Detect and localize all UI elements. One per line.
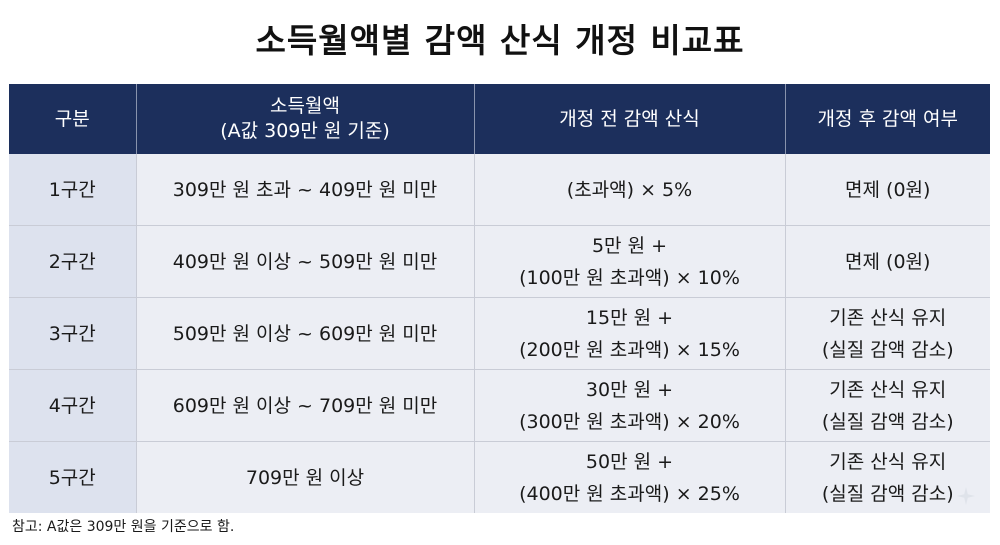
tier-cell: 1구간 [9, 154, 137, 226]
cell-line: (실질 감액 감소) [821, 410, 954, 433]
range-cell: 509만 원 이상 ~ 609만 원 미만 [136, 297, 475, 370]
cell-line: 15만 원 + [585, 306, 674, 329]
before-cell: 15만 원 + (200만 원 초과액) × 15% [474, 297, 786, 370]
table-row: 1구간 309만 원 초과 ~ 409만 원 미만 (초과액) × 5% 면제 … [9, 154, 990, 226]
range-cell: 409만 원 이상 ~ 509만 원 미만 [136, 225, 475, 298]
footnote: 참고: A값은 309만 원을 기준으로 함. [12, 519, 235, 535]
table-row: 2구간 409만 원 이상 ~ 509만 원 미만 5만 원 + (100만 원… [9, 225, 990, 298]
cell-line: 면제 (0원) [845, 178, 931, 201]
cell-line: (200만 원 초과액) × 15% [519, 338, 740, 361]
cell-line: (300만 원 초과액) × 20% [519, 410, 740, 433]
table-row: 4구간 609만 원 이상 ~ 709만 원 미만 30만 원 + (300만 … [9, 369, 990, 442]
after-cell: 기존 산식 유지 (실질 감액 감소) [785, 441, 990, 513]
header-income: 소득월액 (A값 309만 원 기준) [136, 84, 475, 154]
header-line: 소득월액 [270, 95, 340, 117]
cell-line: (초과액) × 5% [566, 178, 693, 201]
range-cell: 609만 원 이상 ~ 709만 원 미만 [136, 369, 475, 442]
sparkle-icon [957, 487, 975, 505]
table-header-row: 구분 소득월액 (A값 309만 원 기준) 개정 전 감액 산식 개정 후 감… [9, 84, 990, 154]
header-before: 개정 전 감액 산식 [474, 84, 786, 154]
tier-cell: 4구간 [9, 369, 137, 442]
before-cell: 5만 원 + (100만 원 초과액) × 10% [474, 225, 786, 298]
range-cell: 309만 원 초과 ~ 409만 원 미만 [136, 154, 475, 226]
cell-line: 5만 원 + [591, 234, 668, 257]
header-after: 개정 후 감액 여부 [785, 84, 990, 154]
header-line: (A값 309만 원 기준) [220, 120, 390, 142]
table-row: 3구간 509만 원 이상 ~ 609만 원 미만 15만 원 + (200만 … [9, 297, 990, 370]
cell-line: (100만 원 초과액) × 10% [519, 266, 740, 289]
cell-line: 50만 원 + [585, 450, 674, 473]
after-cell: 기존 산식 유지 (실질 감액 감소) [785, 369, 990, 442]
cell-line: (실질 감액 감소) [821, 482, 954, 505]
header-line: 구분 [54, 107, 90, 130]
after-cell: 기존 산식 유지 (실질 감액 감소) [785, 297, 990, 370]
after-cell: 면제 (0원) [785, 154, 990, 226]
tier-cell: 3구간 [9, 297, 137, 370]
header-line: 개정 후 감액 여부 [817, 107, 958, 130]
comparison-table: 구분 소득월액 (A값 309만 원 기준) 개정 전 감액 산식 개정 후 감… [9, 84, 990, 513]
cell-line: 기존 산식 유지 [829, 450, 947, 473]
header-tier: 구분 [9, 84, 137, 154]
before-cell: 30만 원 + (300만 원 초과액) × 20% [474, 369, 786, 442]
cell-line: 기존 산식 유지 [829, 378, 947, 401]
cell-line: (400만 원 초과액) × 25% [519, 482, 740, 505]
table-row: 5구간 709만 원 이상 50만 원 + (400만 원 초과액) × 25%… [9, 441, 990, 513]
header-line: 개정 전 감액 산식 [559, 107, 700, 130]
after-cell: 면제 (0원) [785, 225, 990, 298]
tier-cell: 5구간 [9, 441, 137, 513]
page-title: 소득월액별 감액 산식 개정 비교표 [255, 21, 745, 60]
cell-line: 기존 산식 유지 [829, 306, 947, 329]
cell-line: 면제 (0원) [845, 250, 931, 273]
before-cell: 50만 원 + (400만 원 초과액) × 25% [474, 441, 786, 513]
before-cell: (초과액) × 5% [474, 154, 786, 226]
tier-cell: 2구간 [9, 225, 137, 298]
cell-line: (실질 감액 감소) [821, 338, 954, 361]
range-cell: 709만 원 이상 [136, 441, 475, 513]
cell-line: 30만 원 + [585, 378, 674, 401]
